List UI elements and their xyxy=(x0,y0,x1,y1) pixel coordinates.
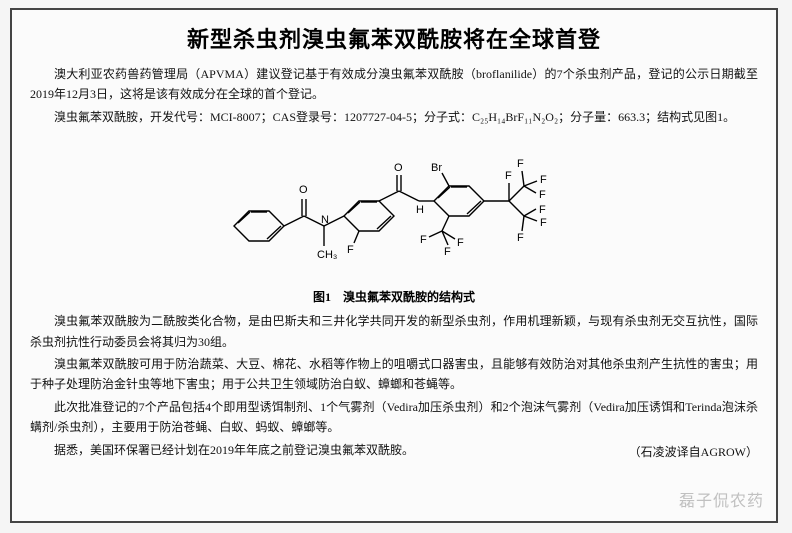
atom-ch3: CH₃ xyxy=(317,249,337,261)
atom-f1: F xyxy=(347,244,354,256)
atom-cf3d: F xyxy=(540,174,547,186)
paragraph-6: 据悉，美国环保署已经计划在2019年年底之前登记溴虫氟苯双酰胺。 （石凌波译自A… xyxy=(30,440,758,460)
atom-o1: O xyxy=(299,184,308,196)
atom-cf3g: F xyxy=(540,217,547,229)
atom-cf3f: F xyxy=(539,189,546,201)
atom-br: Br xyxy=(431,162,442,174)
paragraph-5: 此次批准登记的7个产品包括4个即用型诱饵制剂、1个气雾剂（Vedira加压杀虫剂… xyxy=(30,397,758,438)
atom-nh: H xyxy=(416,204,424,216)
atom-cf3e: F xyxy=(517,158,524,170)
structure-svg: O O CH₃ N F H Br F F F F F F F F F F xyxy=(204,131,584,281)
paragraph-4: 溴虫氟苯双酰胺可用于防治蔬菜、大豆、棉花、水稻等作物上的咀嚼式口器害虫，且能够有… xyxy=(30,354,758,395)
article-frame: 新型杀虫剂溴虫氟苯双酰胺将在全球首登 澳大利亚农药兽药管理局（APVMA）建议登… xyxy=(10,8,778,523)
atom-cf3a: F xyxy=(420,234,427,246)
atom-cf3h: F xyxy=(517,232,524,244)
atom-cf3b: F xyxy=(444,246,451,258)
article-title: 新型杀虫剂溴虫氟苯双酰胺将在全球首登 xyxy=(30,22,758,54)
atom-f2: F xyxy=(505,170,512,182)
paragraph-1: 澳大利亚农药兽药管理局（APVMA）建议登记基于有效成分溴虫氟苯双酰胺（brof… xyxy=(30,64,758,105)
atom-cf3c: F xyxy=(457,237,464,249)
figure-caption: 图1 溴虫氟苯双酰胺的结构式 xyxy=(30,288,758,305)
atom-n: N xyxy=(321,214,329,226)
article-source: （石凌波译自AGROW） xyxy=(629,442,758,462)
paragraph-3: 溴虫氟苯双酰胺为二酰胺类化合物，是由巴斯夫和三井化学共同开发的新型杀虫剂，作用机… xyxy=(30,311,758,352)
atom-o2: O xyxy=(394,162,403,174)
atom-cf3i: F xyxy=(539,204,546,216)
paragraph-6-text: 据悉，美国环保署已经计划在2019年年底之前登记溴虫氟苯双酰胺。 xyxy=(54,443,414,457)
paragraph-2: 溴虫氟苯双酰胺，开发代号：MCI-8007；CAS登录号：1207727-04-… xyxy=(30,107,758,127)
figure-wrap: O O CH₃ N F H Br F F F F F F F F F F 图1 … xyxy=(30,131,758,305)
